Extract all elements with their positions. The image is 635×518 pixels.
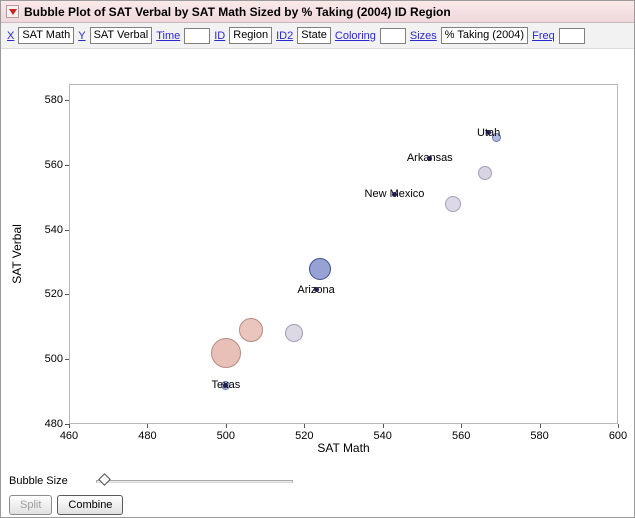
x-axis-tick-label: 520 [295, 430, 314, 442]
data-bubble[interactable] [210, 337, 241, 368]
red-triangle-menu-icon[interactable] [6, 5, 19, 18]
y-axis-tick-label: 500 [44, 353, 63, 366]
data-bubble[interactable] [491, 132, 501, 142]
x-axis-tick [382, 424, 384, 428]
role-box-freq[interactable] [558, 27, 585, 44]
red-triangle-glyph [8, 8, 17, 15]
bubble-size-slider-thumb[interactable] [98, 473, 111, 486]
y-axis-tick [65, 100, 69, 102]
window-title: Bubble Plot of SAT Verbal by SAT Math Si… [24, 4, 451, 19]
role-link-id[interactable]: ID [214, 29, 226, 42]
role-box-sizes[interactable]: % Taking (2004) [440, 27, 529, 44]
y-axis-tick [65, 229, 69, 231]
title-bar: Bubble Plot of SAT Verbal by SAT Math Si… [1, 1, 634, 23]
bubble-size-label: Bubble Size [9, 475, 68, 487]
y-axis-tick-label: 480 [44, 418, 63, 430]
y-axis-tick [65, 424, 69, 425]
y-axis-tick-label: 580 [44, 94, 63, 107]
data-point-dot[interactable] [486, 130, 492, 136]
x-axis-tick-label: 460 [59, 430, 79, 442]
y-axis-tick-label: 560 [44, 158, 63, 171]
role-box-coloring[interactable] [379, 27, 406, 44]
role-link-coloring[interactable]: Coloring [334, 29, 376, 42]
combine-button[interactable]: Combine [57, 495, 124, 515]
x-axis-tick-label: 540 [373, 430, 392, 442]
role-link-time[interactable]: Time [156, 29, 181, 42]
y-axis-tick [65, 359, 69, 361]
role-box-time[interactable] [184, 27, 211, 44]
plot-frame[interactable] [69, 84, 618, 424]
role-link-y[interactable]: Y [78, 29, 86, 42]
split-button[interactable]: Split [9, 495, 53, 515]
x-axis-tick-label: 500 [216, 430, 236, 442]
role-box-x[interactable]: SAT Math [18, 27, 75, 44]
role-link-freq[interactable]: Freq [532, 29, 555, 42]
role-assignment-bar: X SAT Math Y SAT Verbal Time ID Region ID2 State… [1, 23, 634, 49]
y-axis-tick [65, 294, 69, 296]
data-bubble[interactable] [308, 257, 331, 280]
role-box-id[interactable]: Region [229, 27, 273, 44]
x-axis-tick [539, 424, 541, 428]
footer-controls: Bubble Size Split Combine [1, 461, 634, 517]
data-bubble[interactable] [285, 324, 304, 343]
y-axis-tick [65, 164, 69, 166]
y-axis-title: SAT Verbal [10, 224, 24, 284]
data-point-dot[interactable] [391, 191, 397, 197]
role-link-x[interactable]: X [7, 29, 15, 42]
bubble-size-slider-track[interactable] [96, 480, 293, 483]
x-axis-tick [461, 424, 463, 428]
role-box-id2[interactable]: State [297, 27, 331, 44]
role-link-id2[interactable]: ID2 [276, 29, 294, 42]
x-axis-title: SAT Math [317, 441, 370, 455]
role-box-y[interactable]: SAT Verbal [89, 27, 153, 44]
role-link-sizes[interactable]: Sizes [409, 29, 437, 42]
button-row: Split Combine [9, 495, 124, 515]
data-bubble[interactable] [239, 318, 264, 343]
data-point-dot[interactable] [313, 287, 319, 293]
y-axis-tick-label: 540 [44, 223, 63, 236]
x-axis-tick-label: 600 [608, 430, 628, 442]
x-axis-tick-label: 560 [451, 430, 471, 442]
x-axis-tick [304, 424, 306, 428]
bubble-plot-area: SAT Verbal SAT Math 460 480 500 520 540 560 58… [1, 49, 634, 461]
x-axis-tick [147, 424, 149, 428]
x-axis-tick [69, 424, 70, 428]
data-point-dot[interactable] [223, 382, 229, 388]
y-axis-tick-label: 520 [44, 288, 63, 301]
data-point-dot[interactable] [427, 155, 433, 161]
x-axis-tick [225, 424, 227, 428]
x-axis-tick-label: 480 [138, 430, 157, 442]
x-axis-tick-label: 580 [530, 430, 549, 442]
data-bubble[interactable] [445, 195, 462, 212]
data-bubble[interactable] [477, 166, 492, 181]
x-axis-tick [618, 424, 619, 428]
